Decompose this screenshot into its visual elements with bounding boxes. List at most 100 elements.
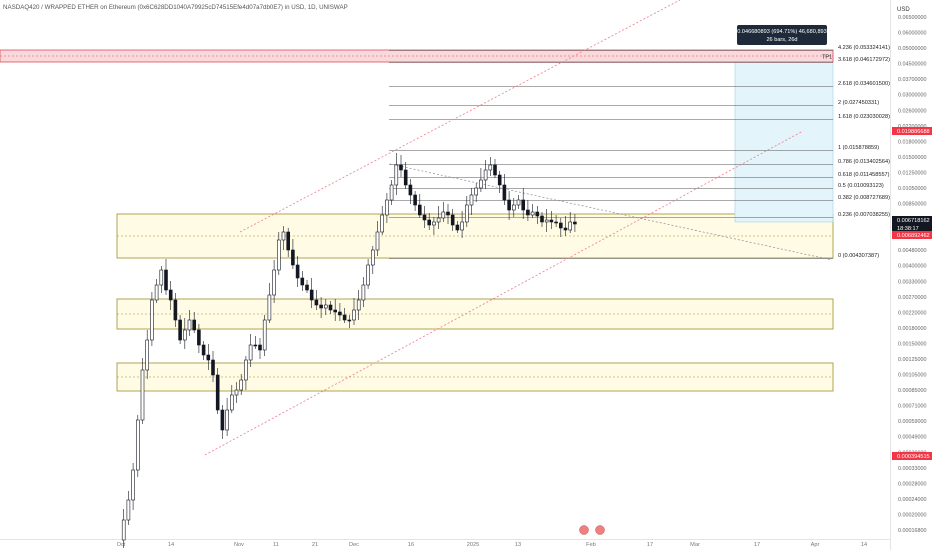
y-tick-15: 0.00480000 [898,248,926,254]
candle-15 [187,319,192,331]
y-tick-7: 0.02200000 [898,124,926,130]
candle-61 [403,169,408,186]
candle-18 [201,344,206,356]
candle-45 [328,304,333,311]
y-tick-4: 0.03700000 [898,77,926,83]
candle-94 [558,222,563,229]
candle-51 [356,299,361,311]
y-tick-31: 0.00024000 [898,497,926,503]
candle-10 [164,269,168,291]
x-tick-7: 2025 [467,542,479,548]
price-badge-2 [892,224,932,232]
candle-53 [366,264,370,286]
tp1-label: TP1 [822,55,832,61]
y-tick-33: 0.00016800 [898,528,926,534]
x-tick-2: Nov [234,542,244,548]
currency-label[interactable]: USD [897,7,910,13]
candle-46 [333,309,338,313]
fib-layer: 0 (0.004307387) 0.236 (0.007038255) 0.382 … [389,45,890,259]
fib-label-2: 0.382 (0.008727689) [838,195,890,201]
candle-70 [446,211,450,216]
x-tick-3: 11 [273,542,279,548]
y-tick-12: 0.00850000 [898,202,926,208]
y-tick-22: 0.00125000 [898,357,926,363]
x-axis[interactable]: Oct 14 Nov 11 21 Dec 16 2025 13 Feb 17 Mar 17 Apr 14 [117,542,867,548]
event-marker-0[interactable] [579,525,589,535]
candle-24 [230,394,234,411]
candle-78 [483,169,488,181]
x-tick-13: Apr [811,542,820,548]
lower-channel-line [204,130,804,456]
candle-1 [121,519,126,541]
chart-title: NASDAQ420 / WRAPPED ETHER on Ethereum (0… [3,4,348,11]
candle-68 [436,217,441,223]
candle-56 [380,214,385,233]
y-tick-11: 0.01050000 [898,186,926,192]
candle-22 [220,409,225,431]
candle-76 [474,187,479,196]
upper-channel-line [239,0,681,233]
y-tick-30: 0.00028000 [898,481,926,487]
price-badge-text-4: 0.000394515 [897,454,930,460]
candle-85 [516,199,521,206]
candle-75 [469,194,474,206]
y-tick-23: 0.00105000 [898,373,926,379]
y-tick-16: 0.00400000 [898,264,926,270]
candle-87 [526,209,530,216]
price-badge-0 [892,127,932,135]
candle-69 [441,211,446,219]
price-badge-text-3: 0.006892462 [897,233,930,239]
candle-73 [460,221,464,231]
candle-42 [314,299,319,306]
event-marker-1[interactable] [595,525,605,535]
candle-49 [347,319,352,322]
candle-66 [427,219,432,226]
candle-23 [225,409,229,431]
measure-tooltip-line1: 0.046680893 (694.71%) 46,680,893 [737,29,827,35]
candle-17 [197,329,201,346]
candle-6 [145,339,149,371]
candle-4 [136,419,140,471]
zones-layer: TP1 [0,49,834,392]
candle-27 [244,359,248,381]
y-tick-6: 0.02600000 [898,108,926,114]
price-badge-text-0: 0.019886688 [897,129,930,135]
x-tick-8: 13 [515,542,521,548]
candle-14 [183,329,187,341]
y-tick-1: 0.06000000 [898,31,926,37]
y-tick-21: 0.00150000 [898,341,926,347]
candle-57 [385,199,389,216]
candle-13 [178,319,182,341]
candle-55 [375,231,380,251]
x-tick-5: Dec [349,542,359,548]
y-tick-2: 0.05000000 [898,46,926,52]
candle-38 [295,264,300,279]
candle-81 [497,174,502,186]
candle-47 [338,311,342,316]
y-tick-19: 0.00220000 [898,310,926,316]
candle-29 [253,344,258,347]
candle-89 [535,211,540,217]
candle-59 [394,164,399,186]
candle-52 [361,284,366,301]
candle-32 [267,294,272,321]
y-tick-10: 0.01250000 [898,170,926,176]
trendlines-layer [204,0,833,456]
x-tick-12: 17 [754,542,760,548]
y-tick-24: 0.00085000 [898,388,926,394]
candle-37 [291,249,295,266]
fib-label-7: 1.618 (0.023030028) [838,114,890,120]
candle-83 [507,199,511,211]
fib-label-0: 0 (0.004307387) [838,253,879,259]
candle-33 [272,269,276,296]
x-tick-0: Oct [117,542,126,548]
price-badge-text-2: 18:38:17 [897,226,919,232]
fib-label-6: 1 (0.015878859) [838,145,879,151]
candle-63 [413,194,417,206]
candle-92 [549,219,554,223]
candle-60 [399,164,403,171]
price-badge-text-1: 0.006718162 [897,218,930,224]
candle-8 [154,284,159,301]
